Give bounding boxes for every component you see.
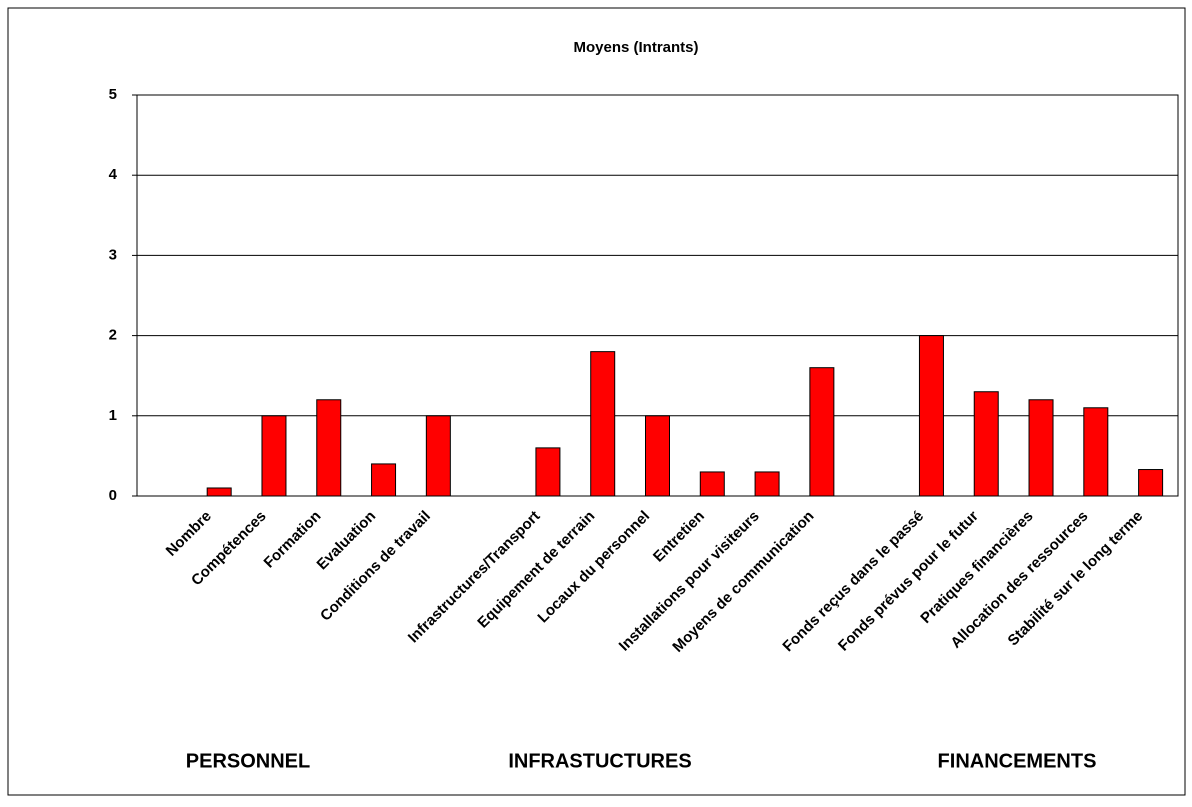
group-label: FINANCEMENTS xyxy=(938,750,1097,772)
y-tick-label: 2 xyxy=(109,327,117,344)
bar xyxy=(206,487,232,497)
y-tick-label: 0 xyxy=(109,487,117,504)
chart-title: Moyens (Intrants) xyxy=(573,39,698,56)
bar xyxy=(371,463,397,497)
bar xyxy=(645,415,670,497)
y-tick-label: 4 xyxy=(109,166,118,183)
y-tick-label: 3 xyxy=(109,246,117,263)
bar xyxy=(1138,469,1164,497)
group-label: PERSONNEL xyxy=(186,750,310,772)
bar xyxy=(973,391,999,497)
bar xyxy=(809,367,835,497)
bar xyxy=(1028,399,1054,497)
bar xyxy=(425,415,451,497)
bar xyxy=(535,447,561,497)
bar xyxy=(1083,407,1109,497)
bar xyxy=(261,415,287,497)
y-tick-label: 1 xyxy=(109,407,117,424)
bar xyxy=(918,335,944,497)
y-tick-label: 5 xyxy=(109,86,117,103)
bar xyxy=(316,399,342,497)
group-label: INFRASTUCTURES xyxy=(508,750,691,772)
bar xyxy=(754,471,780,497)
bar xyxy=(590,351,616,497)
bar xyxy=(699,471,725,497)
